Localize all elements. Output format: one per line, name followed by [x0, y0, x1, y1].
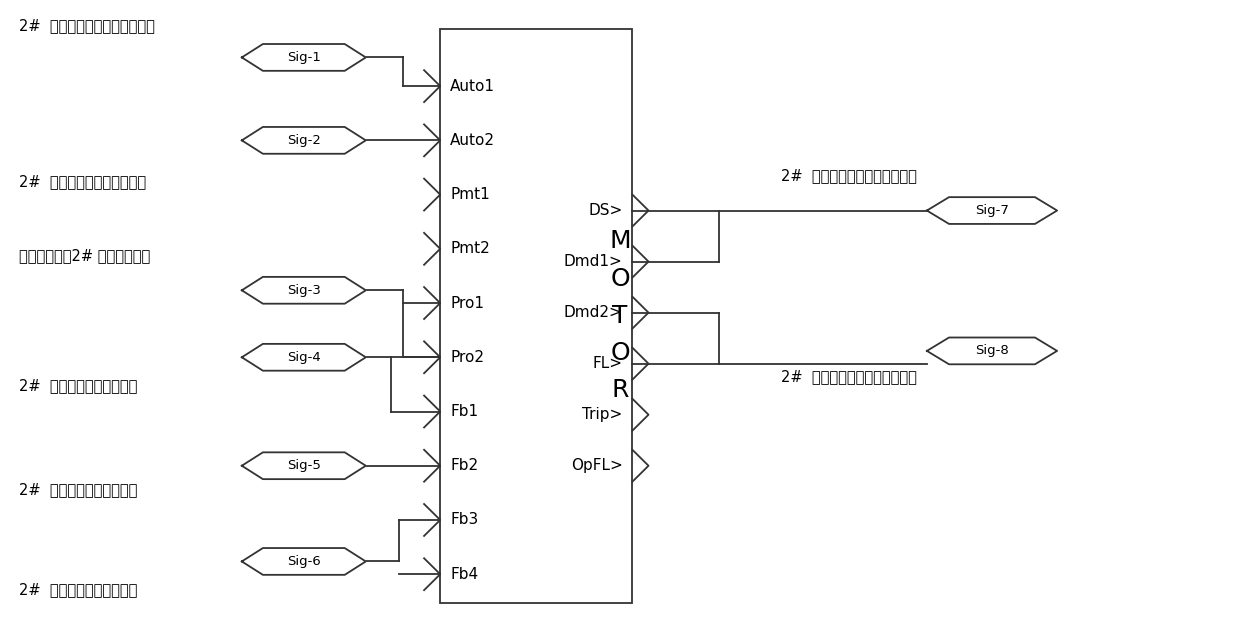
Text: FL>: FL>: [593, 356, 622, 371]
Text: Sig-5: Sig-5: [286, 459, 321, 472]
Text: 2#  一级反渗透变频泵自动启动: 2# 一级反渗透变频泵自动启动: [19, 18, 155, 33]
Polygon shape: [928, 197, 1058, 224]
Text: Trip>: Trip>: [583, 407, 622, 422]
Text: Pro2: Pro2: [450, 350, 484, 365]
Text: 2#  一级反渗透变频泵远方: 2# 一级反渗透变频泵远方: [19, 582, 136, 598]
Text: 2#  一级反渗透变频泵启动指令: 2# 一级反渗透变频泵启动指令: [781, 168, 918, 183]
Text: OpFL>: OpFL>: [570, 458, 622, 473]
Text: Sig-7: Sig-7: [975, 204, 1009, 217]
Text: Pro1: Pro1: [450, 295, 484, 311]
Text: M
O
T
O
R: M O T O R: [609, 229, 631, 403]
Text: Pmt2: Pmt2: [450, 241, 490, 256]
Text: Fb2: Fb2: [450, 458, 479, 473]
Text: Sig-4: Sig-4: [286, 351, 321, 364]
Text: Sig-8: Sig-8: [975, 345, 1009, 357]
Text: Sig-1: Sig-1: [286, 51, 321, 64]
Polygon shape: [928, 338, 1058, 364]
Text: 2#  一级反渗透变频泵自停止: 2# 一级反渗透变频泵自停止: [19, 174, 146, 189]
Text: Sig-2: Sig-2: [286, 134, 321, 147]
Polygon shape: [242, 548, 366, 575]
Text: Dmd1>: Dmd1>: [564, 254, 622, 269]
Text: 2#  一级反渗透变频泵停止指令: 2# 一级反渗透变频泵停止指令: [781, 369, 918, 384]
Text: Fb3: Fb3: [450, 512, 479, 528]
Text: Dmd2>: Dmd2>: [564, 305, 622, 320]
Text: 2#  一级反渗透变频泵关闭: 2# 一级反渗透变频泵关闭: [19, 482, 136, 497]
Text: Sig-3: Sig-3: [286, 284, 321, 297]
Text: DS>: DS>: [588, 203, 622, 218]
Bar: [440, 29, 632, 603]
Text: Pmt1: Pmt1: [450, 187, 490, 202]
Polygon shape: [242, 452, 366, 479]
Text: Auto2: Auto2: [450, 133, 495, 148]
Polygon shape: [242, 344, 366, 371]
Text: Auto1: Auto1: [450, 78, 495, 94]
Polygon shape: [242, 277, 366, 304]
Text: 清水泵跳闸停2# 反渗透变频泵: 清水泵跳闸停2# 反渗透变频泵: [19, 248, 150, 263]
Text: Fb4: Fb4: [450, 567, 479, 582]
Text: Fb1: Fb1: [450, 404, 479, 419]
Polygon shape: [242, 44, 366, 71]
Text: Sig-6: Sig-6: [286, 555, 321, 568]
Text: 2#  一级反渗透变频泵运行: 2# 一级反渗透变频泵运行: [19, 378, 136, 394]
Polygon shape: [242, 127, 366, 154]
